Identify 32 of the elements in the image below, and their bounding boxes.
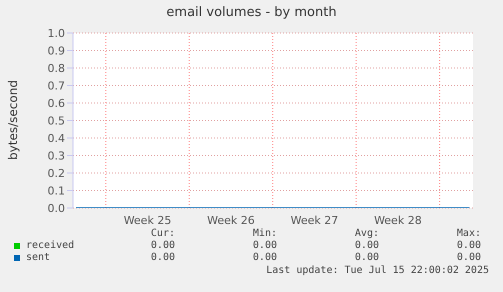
y-tick-label: 0.3 [48,149,65,162]
text: Last update: Tue Jul 15 22:00:02 2025 [265,264,490,277]
text: 0.00 [150,252,175,264]
y-tick-label: 0.2 [48,166,65,180]
legend-label: received [25,240,76,252]
text: Max: [456,228,481,240]
text: 0.00 [354,240,379,252]
y-tick-label: 0.9 [48,44,65,58]
x-tick-label: Week 28 [374,214,422,227]
text: 0.00 [252,240,277,252]
x-tick-label: Week 27 [290,214,338,227]
legend-label: sent [25,252,52,264]
x-tick-label: Week 26 [207,214,255,227]
x-tick-label: Week 25 [124,214,172,227]
text: 0.00 [252,252,277,264]
y-tick-label: 0.4 [48,132,65,145]
y-axis-title: bytes/second [6,80,20,160]
y-tick-label: 0.5 [48,114,65,128]
y-tick-label: 0.8 [48,62,65,75]
y-tick-label: 0.7 [48,79,65,92]
text: Min: [252,228,277,240]
chart-title: email volumes - by month [165,5,338,20]
text: 0.00 [456,240,481,252]
text: 0.00 [456,252,481,264]
text: Avg: [354,228,379,240]
text: 0.00 [354,252,379,264]
y-tick-label: 0.6 [48,96,65,110]
text: 0.00 [150,240,175,252]
y-tick-label: 0.1 [48,184,65,198]
y-tick-label: 1.0 [48,26,65,40]
y-tick-label: 0.0 [48,202,65,215]
text: Cur: [150,228,175,240]
